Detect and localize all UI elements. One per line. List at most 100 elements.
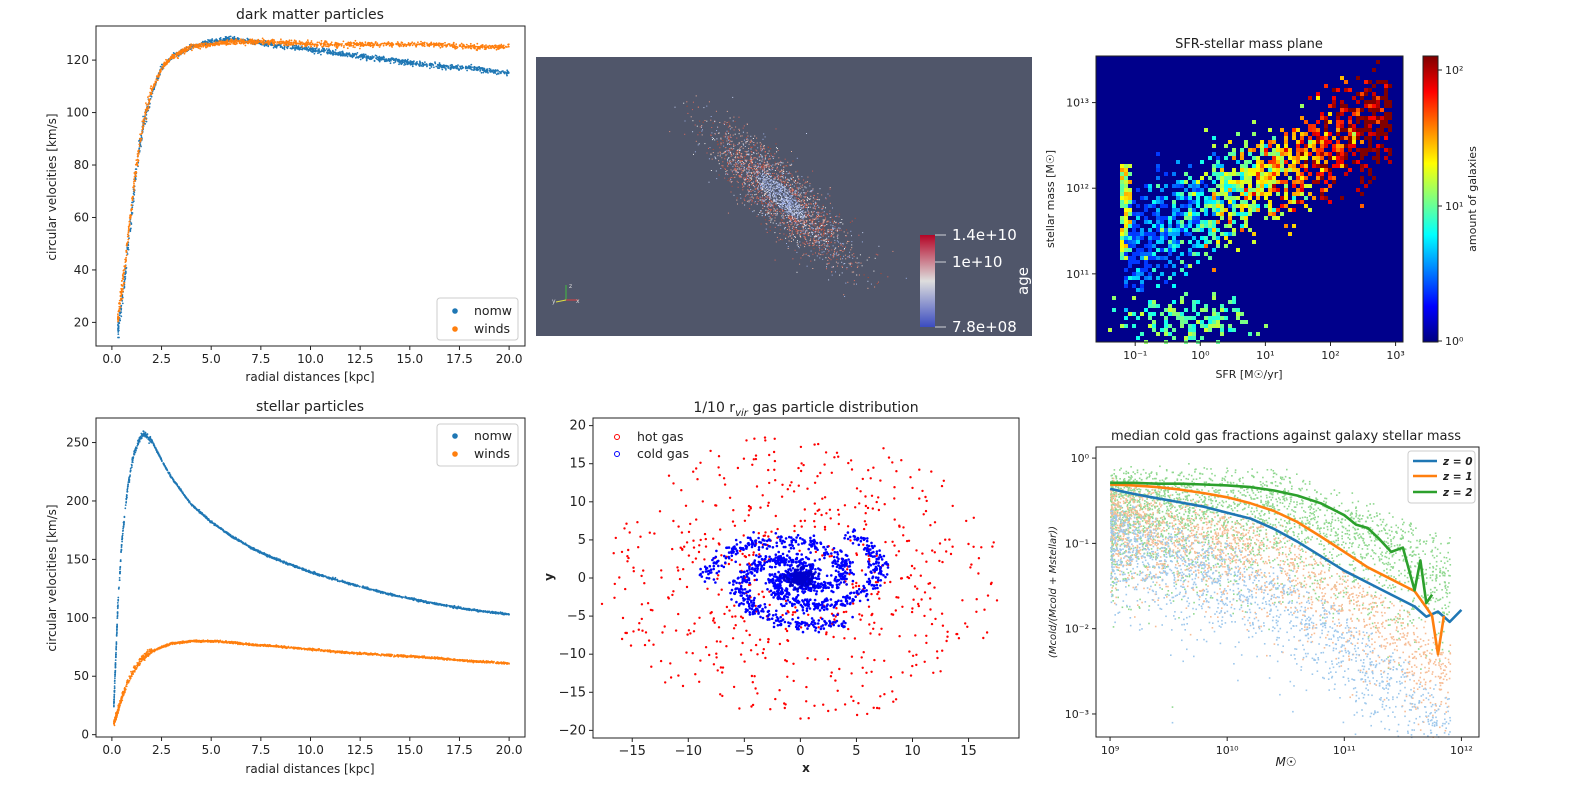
particle-point: [117, 315, 119, 317]
particle-point: [507, 613, 510, 616]
particle-point: [121, 532, 124, 535]
particle-point: [395, 58, 398, 60]
particle-point: [275, 44, 277, 47]
particle-point: [273, 42, 276, 45]
particle-point: [373, 56, 375, 58]
particle-point: [355, 584, 358, 587]
particle-point: [433, 66, 435, 69]
particle-point: [292, 42, 295, 44]
particle-point: [276, 43, 278, 45]
particle-point: [117, 313, 119, 316]
particle-point: [474, 45, 477, 48]
particle-point: [378, 55, 381, 58]
particle-point: [133, 188, 136, 191]
particle-point: [341, 580, 344, 583]
particle-point: [398, 63, 400, 66]
particle-point: [121, 534, 124, 537]
particle-point: [477, 609, 479, 612]
y-tick-label: 200: [66, 494, 89, 508]
particle-point: [355, 43, 358, 46]
particle-point: [121, 302, 124, 305]
particle-point: [138, 439, 141, 441]
particle-point: [497, 72, 499, 74]
particle-point: [128, 478, 131, 480]
particle-point: [166, 469, 169, 472]
particle-point: [444, 67, 447, 70]
particle-point: [420, 43, 423, 45]
particle-point: [332, 578, 334, 581]
particle-point: [198, 511, 201, 514]
particle-point: [286, 42, 288, 45]
particle-point: [484, 610, 487, 612]
particle-point: [205, 517, 208, 520]
particle-point: [363, 54, 366, 57]
particle-point: [115, 635, 118, 637]
particle-point: [192, 46, 195, 49]
particle-point: [275, 46, 278, 49]
particle-point: [297, 48, 299, 50]
particle-point: [318, 50, 321, 52]
particle-point: [380, 590, 383, 593]
particle-point: [335, 52, 338, 54]
particle-point: [338, 43, 340, 46]
particle-point: [403, 61, 406, 63]
particle-point: [199, 47, 202, 50]
particle-point: [334, 49, 337, 51]
particle-point: [118, 314, 121, 317]
particle-point: [447, 66, 449, 69]
particle-point: [327, 45, 329, 48]
particle-point: [231, 40, 234, 43]
particle-point: [118, 305, 121, 308]
stellar-plot-area: 0.0 2.5 5.0 7.5 10.0 12.5 15.0 17.5 20.005010015…: [66, 417, 526, 757]
particle-point: [139, 133, 142, 136]
x-tick-label: 15.0: [396, 743, 423, 757]
particle-point: [321, 45, 323, 48]
particle-point: [260, 39, 262, 42]
particle-point: [267, 42, 270, 45]
particle-point: [146, 649, 149, 651]
particle-point: [359, 58, 362, 61]
particle-point: [470, 68, 473, 71]
particle-point: [122, 527, 124, 530]
particle-point: [216, 41, 219, 44]
particle-point: [372, 589, 375, 592]
particle-point: [192, 43, 195, 46]
particle-point: [185, 50, 187, 52]
y-tick-label: 120: [66, 53, 89, 67]
x-tick-label: 0.0: [102, 743, 121, 757]
particle-point: [113, 704, 115, 707]
particle-point: [445, 605, 448, 608]
particle-point: [465, 65, 467, 68]
particle-point: [113, 679, 116, 682]
particle-point: [131, 458, 134, 461]
y-tick-label: 100: [66, 611, 89, 625]
particle-point: [392, 43, 394, 46]
particle-point: [404, 43, 407, 46]
particle-point: [325, 41, 328, 44]
particle-point: [236, 42, 238, 45]
particle-point: [464, 67, 467, 70]
particle-point: [332, 54, 334, 56]
particle-point: [321, 575, 324, 578]
y-tick-label: 60: [74, 210, 89, 224]
particle-point: [117, 326, 120, 329]
particle-point: [445, 45, 448, 48]
particle-point: [498, 46, 500, 49]
particle-point: [416, 62, 419, 65]
particle-point: [133, 193, 136, 196]
particle-point: [340, 54, 343, 57]
dark-matter-legend: nomw winds: [436, 297, 519, 341]
particle-point: [241, 541, 244, 543]
particle-point: [325, 48, 328, 50]
x-tick-label: 10.0: [297, 352, 324, 366]
particle-point: [119, 572, 121, 575]
particle-point: [464, 608, 467, 611]
particle-point: [280, 38, 282, 41]
particle-point: [426, 63, 428, 66]
particle-point: [144, 111, 146, 114]
particle-point: [429, 67, 431, 70]
particle-point: [341, 51, 344, 54]
x-tick-label: 10.0: [297, 743, 324, 757]
particle-point: [444, 41, 446, 44]
